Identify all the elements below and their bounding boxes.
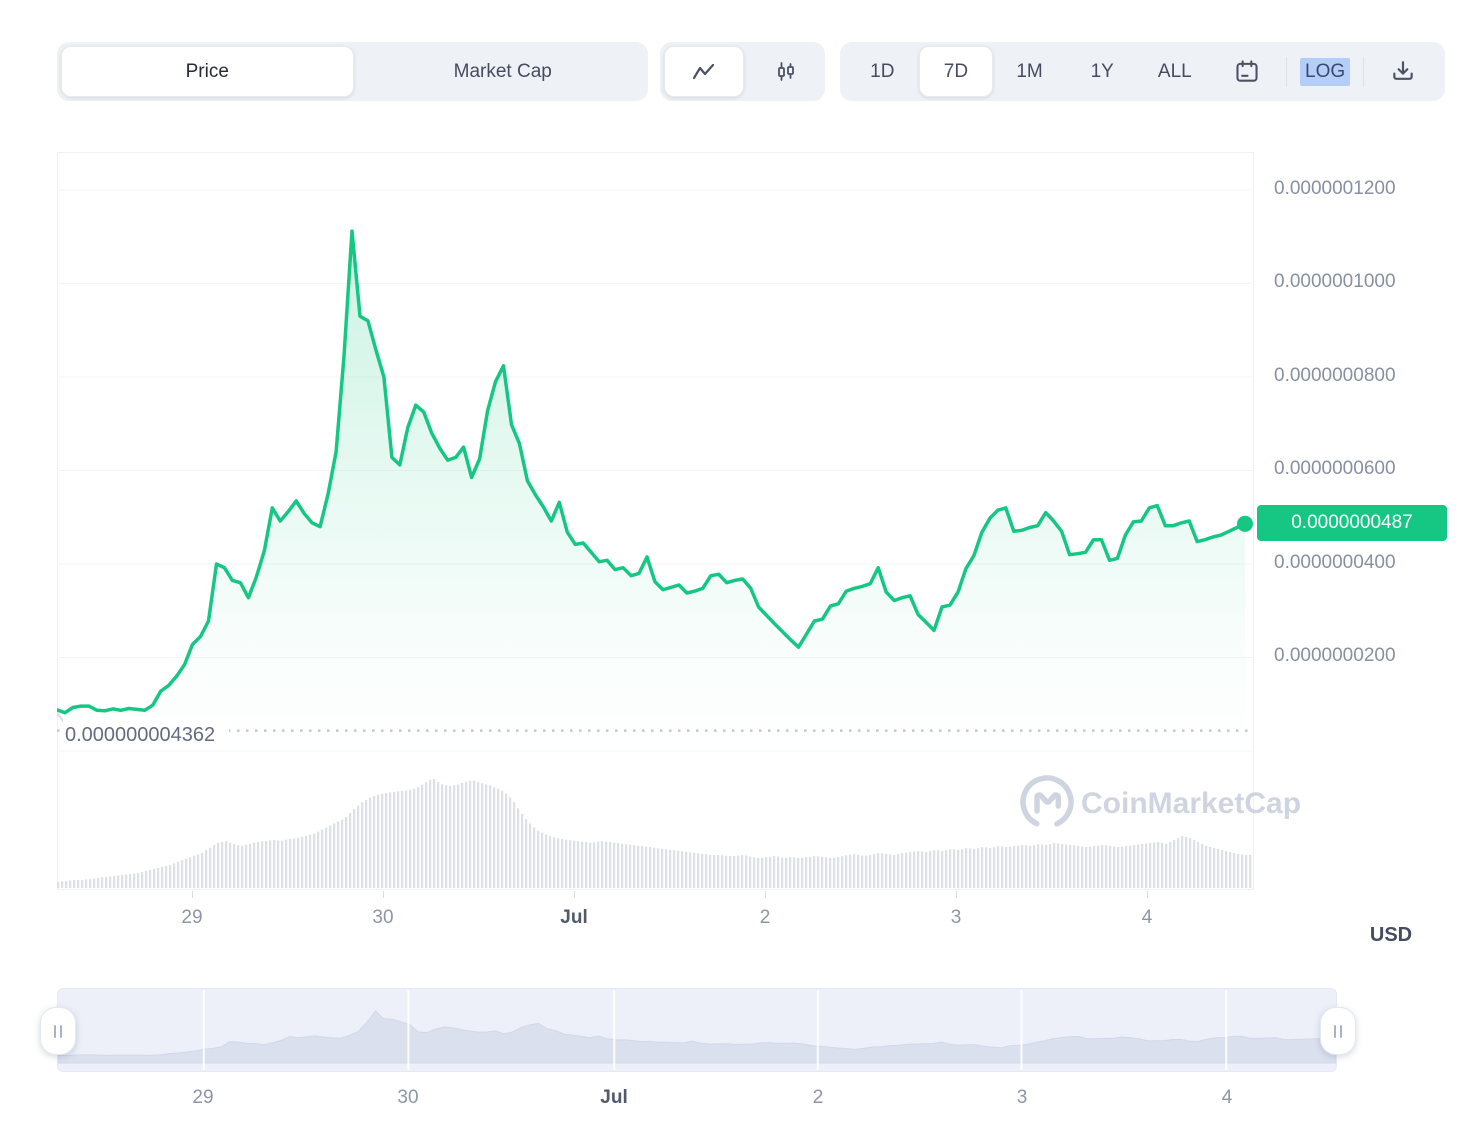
- line-chart-button[interactable]: [664, 46, 744, 97]
- y-axis-tick: 0.0000000200: [1274, 645, 1396, 666]
- y-axis-tick: 0.0000000800: [1274, 365, 1396, 386]
- candlestick-chart-button[interactable]: [748, 42, 826, 101]
- brush-axis-label: 29: [192, 1087, 214, 1108]
- range-selector: 1D 7D 1M 1Y ALL LOG: [840, 42, 1445, 101]
- download-button[interactable]: [1366, 42, 1439, 101]
- brush-right-handle[interactable]: [1320, 1007, 1356, 1055]
- range-1d[interactable]: 1D: [870, 60, 895, 82]
- current-price-badge: 0.0000000487: [1257, 505, 1447, 541]
- x-axis-label: 4: [1141, 907, 1153, 928]
- x-tick: [956, 891, 957, 898]
- x-axis-label: Jul: [560, 907, 588, 928]
- range-7d[interactable]: 7D: [918, 46, 994, 97]
- reference-price-label: 0.000000004362: [63, 720, 230, 750]
- tab-price[interactable]: Price: [61, 46, 354, 97]
- download-icon: [1392, 60, 1413, 80]
- metric-toggle: Price Market Cap: [57, 42, 648, 101]
- x-tick: [1147, 891, 1148, 898]
- chart-type-toggle: [660, 42, 825, 101]
- x-tick: [383, 891, 384, 898]
- x-axis-label: 3: [950, 907, 962, 928]
- price-area-chart[interactable]: [57, 152, 1254, 890]
- main-chart-card: 0.000000004362: [57, 152, 1254, 890]
- y-axis-tick: 0.0000001000: [1274, 271, 1396, 292]
- range-1m[interactable]: 1M: [1016, 60, 1043, 82]
- brush-axis-label: 4: [1221, 1087, 1233, 1108]
- x-tick: [765, 891, 766, 898]
- candlestick-icon: [778, 61, 795, 81]
- brush-axis-label: Jul: [600, 1087, 628, 1108]
- y-axis-tick: 0.0000001200: [1274, 178, 1396, 199]
- range-all[interactable]: ALL: [1157, 60, 1192, 82]
- calendar-icon: [1236, 59, 1259, 82]
- toolbar-divider: [1363, 56, 1365, 87]
- x-axis-label: 2: [759, 907, 771, 928]
- time-range-brush[interactable]: [57, 988, 1337, 1072]
- brush-axis-label: 30: [397, 1087, 419, 1108]
- brush-axis-label: 2: [812, 1087, 824, 1108]
- x-axis-label: 29: [181, 907, 203, 928]
- currency-unit-label: USD: [1369, 924, 1413, 946]
- log-label: LOG: [1300, 57, 1351, 86]
- x-tick: [574, 891, 575, 898]
- x-tick: [192, 891, 193, 898]
- y-axis-tick: 0.0000000400: [1274, 552, 1396, 573]
- brush-left-handle[interactable]: [40, 1007, 76, 1055]
- brush-axis-label: 3: [1016, 1087, 1028, 1108]
- calendar-button[interactable]: [1211, 42, 1284, 101]
- x-axis-label: 30: [372, 907, 394, 928]
- line-chart-icon: [692, 63, 714, 79]
- y-axis-tick: 0.0000000600: [1274, 458, 1396, 479]
- toolbar-divider: [1285, 56, 1287, 87]
- brush-minimap: [58, 990, 1336, 1070]
- range-1y[interactable]: 1Y: [1090, 60, 1114, 82]
- log-scale-button[interactable]: LOG: [1289, 42, 1362, 101]
- tab-market-cap[interactable]: Market Cap: [453, 60, 552, 82]
